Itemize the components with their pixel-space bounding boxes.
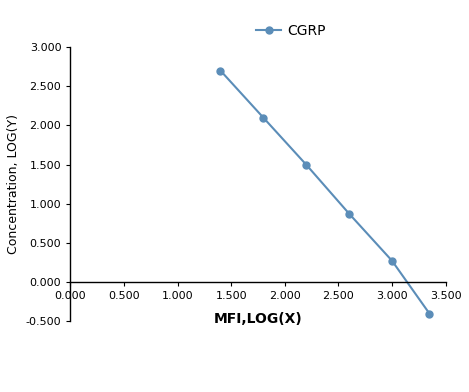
CGRP [346, 211, 352, 216]
Legend: CGRP: CGRP [251, 19, 331, 44]
Y-axis label: Concentration, LOG(Y): Concentration, LOG(Y) [7, 114, 20, 254]
Line: CGRP: CGRP [217, 67, 433, 317]
X-axis label: MFI,LOG(X): MFI,LOG(X) [213, 312, 303, 327]
CGRP [303, 162, 309, 167]
CGRP [260, 115, 266, 120]
CGRP [389, 258, 395, 263]
CGRP [218, 68, 223, 73]
CGRP [427, 311, 432, 316]
